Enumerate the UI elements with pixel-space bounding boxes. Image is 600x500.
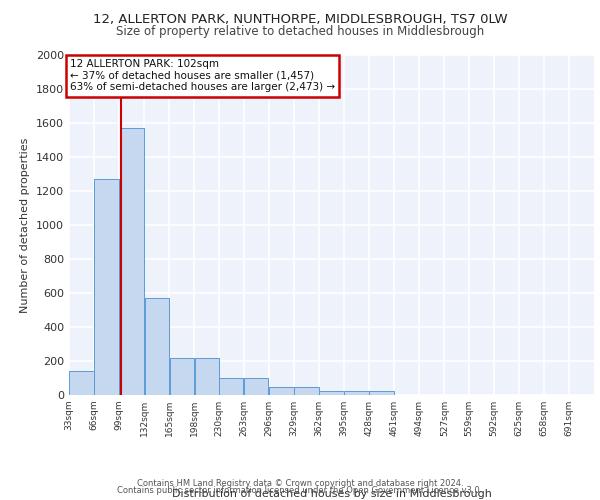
Bar (145, 298, 169, 395)
Bar (219, 378, 244, 395)
Text: 12 ALLERTON PARK: 102sqm
← 37% of detached houses are smaller (1,457)
63% of sem: 12 ALLERTON PARK: 102sqm ← 37% of detach… (70, 59, 335, 92)
Bar (370, 391, 394, 395)
Bar (170, 358, 194, 395)
Bar (195, 358, 219, 395)
Text: Contains public sector information licensed under the Open Government Licence v3: Contains public sector information licen… (118, 486, 482, 495)
Bar (269, 386, 293, 395)
Bar (119, 128, 144, 395)
Bar (344, 391, 369, 395)
Bar (70, 371, 94, 395)
Text: Contains HM Land Registry data © Crown copyright and database right 2024.: Contains HM Land Registry data © Crown c… (137, 478, 463, 488)
Text: 12, ALLERTON PARK, NUNTHORPE, MIDDLESBROUGH, TS7 0LW: 12, ALLERTON PARK, NUNTHORPE, MIDDLESBRO… (92, 12, 508, 26)
X-axis label: Distribution of detached houses by size in Middlesbrough: Distribution of detached houses by size … (172, 489, 491, 499)
Bar (244, 378, 268, 395)
Bar (94, 179, 119, 395)
Bar (319, 391, 344, 395)
Bar (294, 386, 319, 395)
Text: Size of property relative to detached houses in Middlesbrough: Size of property relative to detached ho… (116, 25, 484, 38)
Y-axis label: Number of detached properties: Number of detached properties (20, 138, 31, 312)
